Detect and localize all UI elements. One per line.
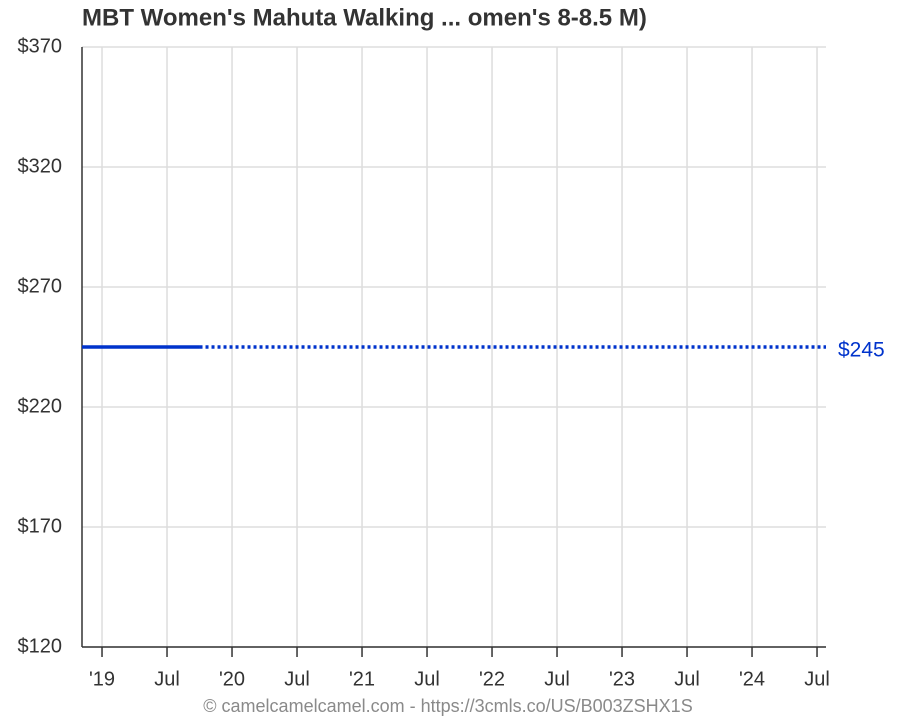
y-tick-label: $220 (18, 395, 63, 417)
x-tick-label: Jul (674, 668, 700, 690)
x-tick-label: '20 (219, 668, 245, 690)
y-tick-label: $270 (18, 275, 63, 297)
source: © camelcamelcamel.com - https://3cmls.co… (203, 696, 692, 716)
x-tick-label: Jul (544, 668, 570, 690)
x-tick-label: Jul (284, 668, 310, 690)
y-tick-label: $170 (18, 515, 63, 537)
y-tick-label: $120 (18, 635, 63, 657)
y-tick-label: $320 (18, 155, 63, 177)
chart-title: MBT Women's Mahuta Walking ... omen's 8-… (82, 4, 647, 31)
y-tick-label: $370 (18, 35, 63, 57)
value-label: $245 (838, 339, 885, 362)
x-tick-label: '22 (479, 668, 505, 690)
x-tick-label: Jul (414, 668, 440, 690)
x-tick-label: '21 (349, 668, 375, 690)
x-tick-label: Jul (154, 668, 180, 690)
x-tick-label: Jul (804, 668, 830, 690)
x-tick-label: '19 (89, 668, 115, 690)
x-tick-label: '23 (609, 668, 635, 690)
x-tick-label: '24 (739, 668, 765, 690)
